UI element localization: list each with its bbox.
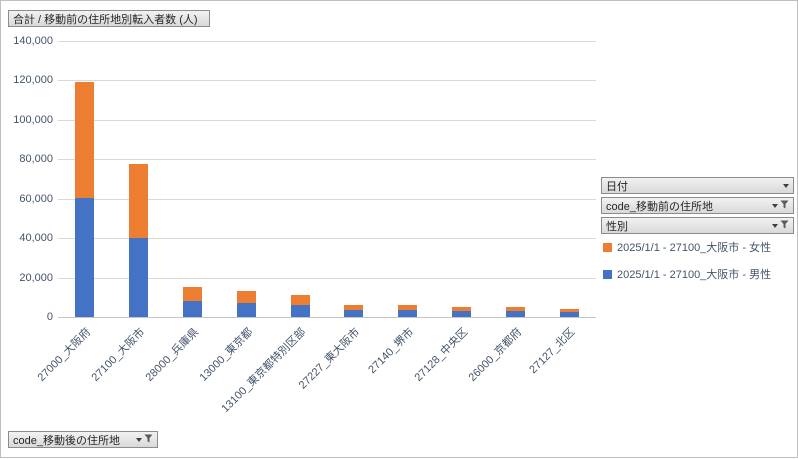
gridline bbox=[58, 159, 596, 161]
bar-segment[interactable] bbox=[452, 311, 471, 317]
bar-segment[interactable] bbox=[236, 303, 256, 317]
legend-swatch bbox=[603, 242, 612, 252]
x-tick-label: 27000_大阪府 bbox=[35, 326, 94, 384]
axis-field-button[interactable]: code_移動後の住所地 bbox=[8, 431, 158, 448]
bar-segment[interactable] bbox=[398, 309, 418, 317]
legend-label: 2025/1/1 - 27100_大阪市 - 女性 bbox=[617, 242, 772, 254]
gridline bbox=[58, 41, 596, 42]
bar-segment[interactable] bbox=[75, 82, 95, 198]
bar-segment[interactable] bbox=[236, 291, 256, 303]
x-tick-label: 28000_兵庫県 bbox=[143, 326, 202, 384]
dropdown-arrow-icon bbox=[772, 203, 778, 208]
bar-stack[interactable] bbox=[129, 164, 149, 317]
filter-funnel-icon bbox=[780, 199, 789, 212]
bar-segment[interactable] bbox=[129, 238, 149, 317]
bar-segment[interactable] bbox=[183, 287, 202, 302]
bar-stack[interactable] bbox=[505, 307, 525, 317]
filter-funnel-icon bbox=[780, 219, 789, 232]
bar-stack[interactable] bbox=[344, 305, 364, 317]
bar-segment[interactable] bbox=[559, 312, 579, 317]
y-tick-label: 100,000 bbox=[13, 113, 53, 126]
bar-segment[interactable] bbox=[344, 305, 364, 310]
gridline bbox=[58, 198, 596, 200]
value-field-button[interactable]: 合計 / 移動前の住所地別転入者数 (人) bbox=[8, 10, 210, 27]
bar-segment[interactable] bbox=[344, 309, 364, 317]
axis-field-label: code_移動後の住所地 bbox=[13, 434, 120, 447]
bar-stack[interactable] bbox=[75, 82, 95, 317]
plot-area bbox=[58, 41, 596, 318]
bar-segment[interactable] bbox=[452, 307, 471, 312]
bar-stack[interactable] bbox=[559, 308, 579, 317]
y-tick-label: 140,000 bbox=[13, 35, 53, 47]
filter-label: 性別 bbox=[606, 220, 628, 233]
bar-stack[interactable] bbox=[236, 291, 256, 317]
bar-segment[interactable] bbox=[129, 164, 149, 239]
gridline bbox=[58, 238, 596, 240]
y-tick-label: 60,000 bbox=[19, 192, 53, 205]
dropdown-arrow-icon bbox=[783, 183, 789, 188]
x-tick-label: 27227_東大阪市 bbox=[296, 326, 363, 392]
filter-label: 日付 bbox=[606, 180, 628, 193]
bar-segment[interactable] bbox=[559, 308, 579, 313]
y-tick-label: 40,000 bbox=[19, 232, 53, 245]
legend-item: 2025/1/1 - 27100_大阪市 - 女性 bbox=[603, 239, 771, 255]
filter-button-gender[interactable]: 性別 bbox=[601, 217, 794, 234]
legend-label: 2025/1/1 - 27100_大阪市 - 男性 bbox=[617, 269, 772, 281]
filter-label: code_移動前の住所地 bbox=[606, 200, 713, 213]
bar-stack[interactable] bbox=[452, 307, 471, 317]
bar-segment[interactable] bbox=[183, 301, 202, 317]
x-tick-label: 27127_北区 bbox=[527, 326, 578, 377]
legend: 2025/1/1 - 27100_大阪市 - 女性 2025/1/1 - 2710… bbox=[603, 239, 771, 293]
bar-segment[interactable] bbox=[75, 197, 95, 317]
x-tick-label: 26000_京都府 bbox=[466, 326, 524, 384]
x-tick-label: 13100_東京都特別区部 bbox=[219, 326, 309, 416]
legend-item: 2025/1/1 - 27100_大阪市 - 男性 bbox=[603, 266, 771, 282]
dropdown-arrow-icon bbox=[136, 437, 142, 442]
dropdown-arrow-icon bbox=[772, 223, 778, 228]
filter-button-date[interactable]: 日付 bbox=[601, 177, 794, 194]
y-tick-label: 120,000 bbox=[13, 74, 53, 87]
y-tick-label: 20,000 bbox=[19, 271, 53, 284]
x-tick-label: 27140_堺市 bbox=[366, 326, 417, 377]
y-tick-label: 80,000 bbox=[19, 153, 53, 166]
x-tick-label: 27128_中央区 bbox=[412, 326, 471, 384]
bar-segment[interactable] bbox=[505, 311, 525, 317]
bar-stack[interactable] bbox=[290, 294, 310, 317]
x-tick-label: 27100_大阪市 bbox=[89, 326, 148, 384]
gridline bbox=[58, 277, 596, 279]
filter-funnel-icon bbox=[144, 433, 153, 446]
value-field-label: 合計 / 移動前の住所地別転入者数 (人) bbox=[13, 13, 198, 26]
bar-segment[interactable] bbox=[398, 305, 418, 310]
bar-segment[interactable] bbox=[505, 307, 525, 312]
gridline bbox=[58, 80, 596, 82]
bar-segment[interactable] bbox=[290, 305, 310, 317]
filter-button-previous-address[interactable]: code_移動前の住所地 bbox=[601, 197, 794, 214]
y-tick-label: 0 bbox=[46, 311, 53, 323]
x-tick-label: 13000_東京都 bbox=[197, 326, 255, 384]
bar-segment[interactable] bbox=[290, 294, 310, 305]
gridline bbox=[58, 119, 596, 121]
legend-swatch bbox=[603, 269, 612, 279]
bar-stack[interactable] bbox=[398, 305, 418, 317]
bar-stack[interactable] bbox=[183, 287, 202, 317]
